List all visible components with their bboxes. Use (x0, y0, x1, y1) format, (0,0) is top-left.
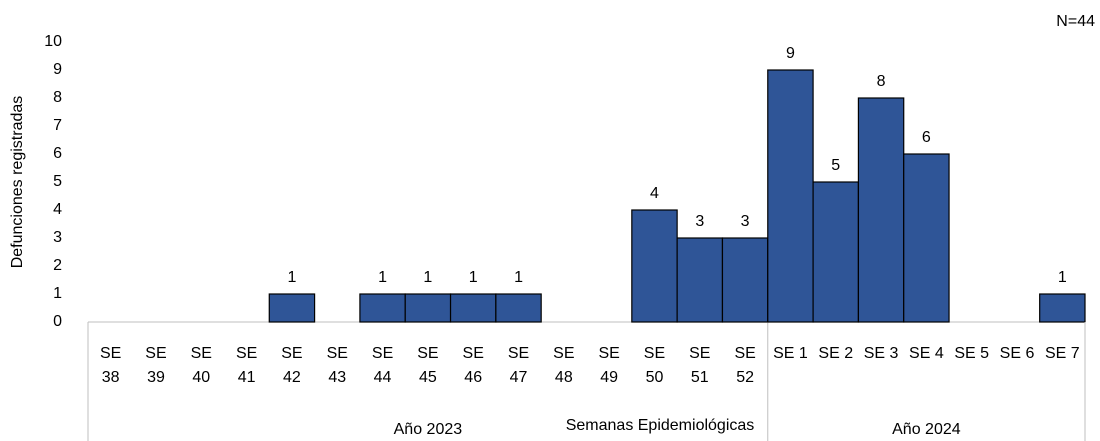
annotation: N=44 (1056, 13, 1095, 30)
data-label: 1 (1058, 269, 1067, 286)
y-tick-label: 1 (53, 285, 62, 302)
y-tick-label: 9 (53, 61, 62, 78)
bar (268, 293, 316, 323)
group-label: Año 2023 (394, 421, 463, 438)
x-tick-label: SE 38 (99, 345, 122, 386)
y-axis-title: Defunciones registradas (9, 96, 26, 269)
x-tick-label: SE 7 (1044, 345, 1080, 362)
y-tick-label: 8 (53, 89, 62, 106)
y-tick-label: 3 (53, 229, 62, 246)
data-label: 8 (877, 73, 886, 90)
bar (631, 209, 678, 323)
x-tick-label: SE 3 (863, 345, 899, 362)
data-label: 3 (695, 213, 704, 230)
x-tick-label: SE 44 (371, 345, 394, 386)
x-tick-label: SE 41 (235, 345, 258, 386)
bar (676, 237, 724, 323)
x-tick-label: SE 6 (999, 345, 1035, 362)
x-tick-label: SE 43 (326, 345, 348, 386)
data-label: 1 (423, 269, 432, 286)
data-label: 4 (650, 185, 659, 202)
group-label: Año 2024 (892, 421, 961, 438)
bar (1039, 293, 1086, 323)
data-label: 1 (287, 269, 296, 286)
bar (495, 293, 542, 323)
data-label: 6 (922, 129, 931, 146)
data-label: 5 (831, 157, 840, 174)
x-tick-label: SE 4 (909, 345, 944, 362)
x-tick-label: SE 39 (145, 345, 167, 386)
x-tick-label: SE 40 (190, 345, 212, 386)
x-tick-label: SE 48 (553, 345, 575, 386)
x-tick-label: SE 1 (773, 345, 808, 362)
bar (404, 293, 452, 323)
data-label: 3 (741, 213, 750, 230)
bar (903, 153, 950, 323)
y-tick-label: 2 (53, 257, 62, 274)
bar (767, 69, 814, 323)
bar (812, 181, 860, 323)
bar (449, 293, 497, 323)
y-tick-label: 6 (53, 145, 62, 162)
x-tick-label: SE 49 (598, 345, 620, 386)
y-tick-label: 4 (53, 201, 62, 218)
x-tick-label: SE 52 (734, 345, 756, 386)
bar (857, 97, 905, 323)
bar (721, 237, 769, 323)
x-tick-label: SE 45 (417, 345, 439, 386)
x-tick-label: SE 47 (507, 345, 530, 386)
x-tick-label: SE 46 (462, 345, 484, 386)
data-label: 1 (514, 269, 523, 286)
x-tick-label: SE 50 (643, 345, 666, 386)
data-label: 1 (378, 269, 387, 286)
bar (359, 293, 406, 323)
y-tick-label: 5 (53, 173, 62, 190)
y-tick-label: 10 (44, 33, 62, 50)
x-tick-label: SE 2 (818, 345, 854, 362)
data-label: 9 (786, 45, 795, 62)
data-label: 1 (469, 269, 478, 286)
x-tick-label: SE 42 (281, 345, 303, 386)
x-axis-title: Semanas Epidemiológicas (566, 417, 755, 434)
y-tick-label: 7 (53, 117, 62, 134)
x-tick-label: SE 51 (689, 345, 711, 386)
x-tick-label: SE 5 (954, 345, 990, 362)
y-tick-label: 0 (53, 313, 62, 330)
